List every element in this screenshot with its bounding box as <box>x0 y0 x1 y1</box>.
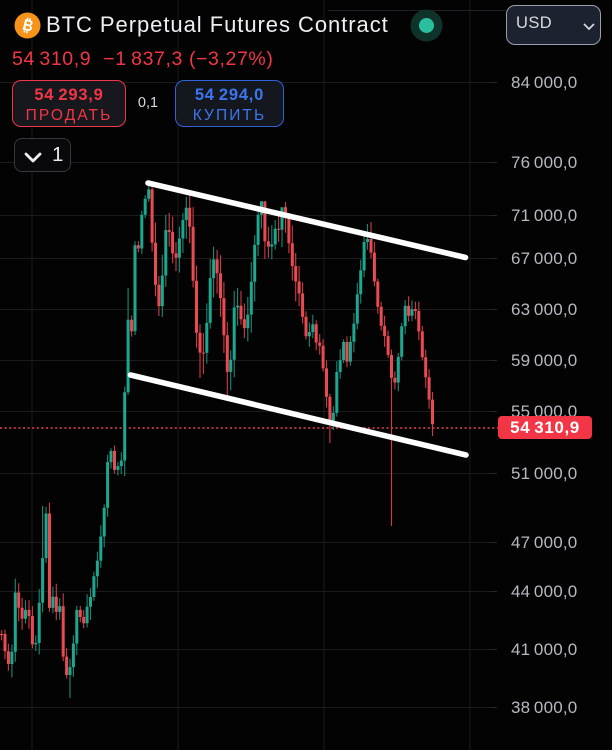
svg-text:51 000,0: 51 000,0 <box>511 464 577 483</box>
svg-text:59 000,0: 59 000,0 <box>511 351 577 370</box>
svg-text:67 000,0: 67 000,0 <box>511 249 577 268</box>
svg-text:41 000,0: 41 000,0 <box>511 640 577 659</box>
svg-text:76 000,0: 76 000,0 <box>511 153 577 172</box>
svg-text:47 000,0: 47 000,0 <box>511 533 577 552</box>
svg-text:38 000,0: 38 000,0 <box>511 698 577 717</box>
svg-text:63 000,0: 63 000,0 <box>511 300 577 319</box>
svg-text:71 000,0: 71 000,0 <box>511 206 577 225</box>
svg-text:44 000,0: 44 000,0 <box>511 582 577 601</box>
svg-text:84 000,0: 84 000,0 <box>511 73 577 92</box>
